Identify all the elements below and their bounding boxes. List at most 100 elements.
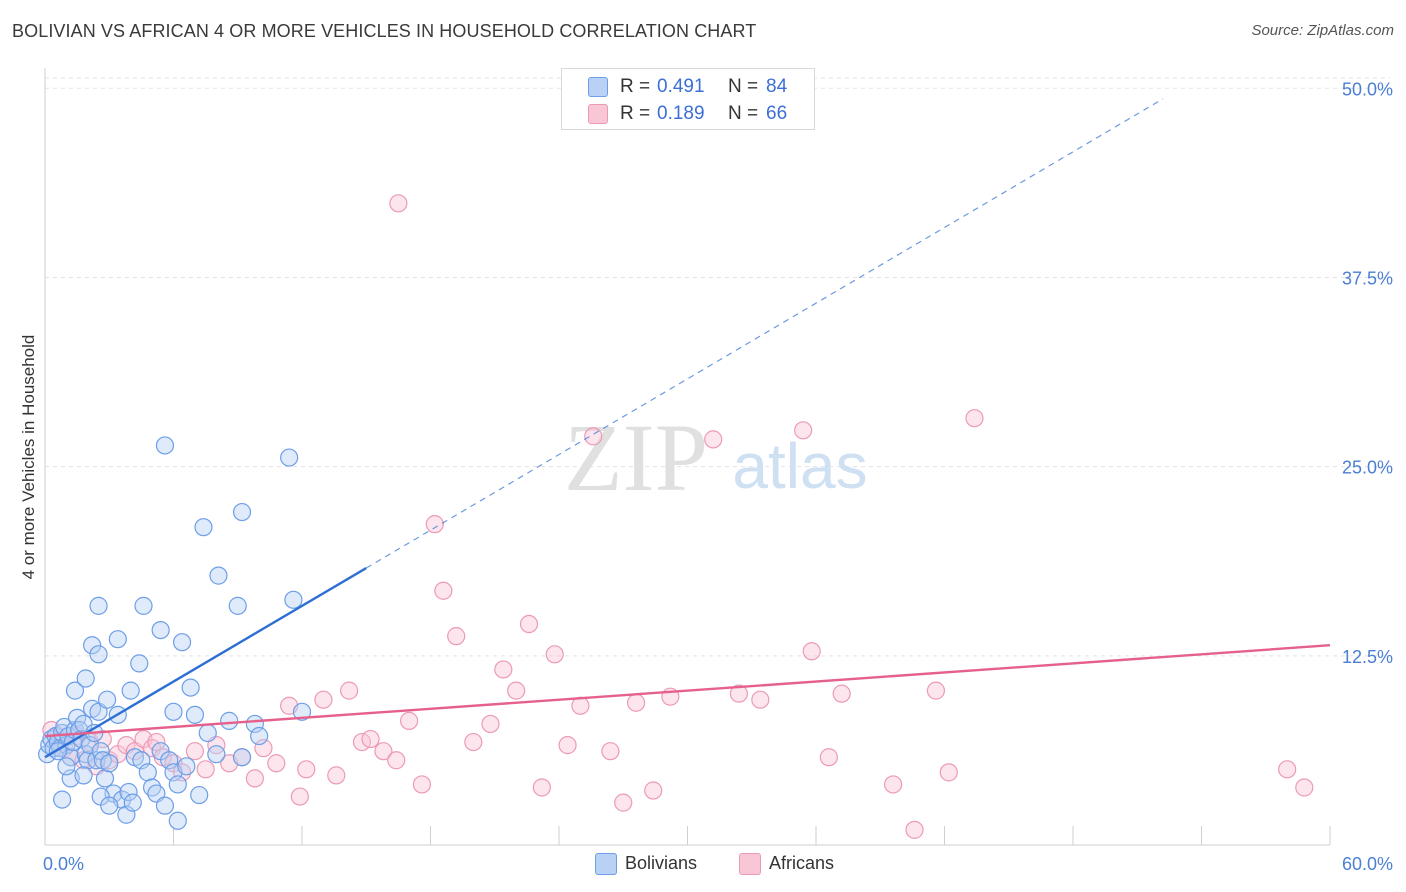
n-value: 66 xyxy=(766,103,788,124)
africans-point xyxy=(387,751,406,770)
bolivians-point xyxy=(123,793,142,812)
africans-point xyxy=(794,421,813,440)
bolivians-point xyxy=(190,785,209,805)
africans-point xyxy=(601,742,620,761)
bolivians-point xyxy=(292,702,312,721)
africans-point xyxy=(532,778,551,797)
bolivians-trend-extension xyxy=(365,98,1164,569)
bolivians-point xyxy=(232,502,252,522)
africans-point xyxy=(545,645,564,664)
bolivians-point xyxy=(245,714,264,734)
bolivians-point xyxy=(209,566,228,585)
bolivians-point xyxy=(100,796,119,815)
bolivians-point xyxy=(138,763,157,782)
africans-point xyxy=(434,581,453,600)
bolivians-point xyxy=(280,448,299,467)
bolivians-point xyxy=(89,596,108,615)
bolivians-point xyxy=(284,590,303,609)
africans-point xyxy=(883,775,903,794)
africans-point xyxy=(464,732,483,752)
africans-point xyxy=(832,684,851,703)
africans-point xyxy=(374,742,393,761)
watermark: ZIP atlas xyxy=(564,404,868,511)
bolivians-point xyxy=(119,782,138,802)
bolivians-point xyxy=(89,645,108,664)
africans-point xyxy=(185,742,205,761)
africans-point xyxy=(196,760,215,779)
watermark-atlas: atlas xyxy=(732,430,867,502)
africans-point xyxy=(819,748,838,767)
africans-point xyxy=(965,409,984,428)
africans-point xyxy=(412,775,432,794)
bolivians-point xyxy=(121,681,140,700)
legend-label-bolivians: Bolivians xyxy=(625,853,698,873)
bolivians-point xyxy=(57,757,76,776)
bolivians-swatch xyxy=(595,853,617,875)
bolivians-point xyxy=(220,711,239,730)
watermark-zip: ZIP xyxy=(564,404,708,511)
bolivians-point xyxy=(198,723,217,743)
africans-point xyxy=(245,769,264,788)
bolivians-point xyxy=(177,757,196,776)
africans-point xyxy=(939,763,958,782)
r-label: R = xyxy=(620,103,651,124)
bolivians-point xyxy=(76,669,95,688)
africans-point xyxy=(704,430,723,449)
africans-point xyxy=(389,194,408,213)
bolivians-trend-line xyxy=(44,567,367,759)
africans-point xyxy=(297,760,316,779)
africans-point xyxy=(905,820,924,839)
bolivians-point xyxy=(168,775,187,794)
chart-title: BOLIVIAN VS AFRICAN 4 OR MORE VEHICLES I… xyxy=(12,21,757,41)
bolivians-point xyxy=(80,736,100,755)
x-tick-label-max: 60.0% xyxy=(1342,854,1393,874)
africans-point xyxy=(254,739,273,758)
bolivians-point xyxy=(100,754,119,773)
bolivians-point xyxy=(108,630,127,649)
x-tick-label-min: 0.0% xyxy=(43,854,84,874)
africans-swatch xyxy=(588,104,608,124)
africans-point xyxy=(751,690,770,709)
africans-point xyxy=(340,681,359,700)
bolivians-point xyxy=(194,518,213,537)
africans-point xyxy=(361,729,380,749)
n-label: N = xyxy=(728,76,759,97)
r-value: 0.189 xyxy=(657,103,705,124)
bolivians-point xyxy=(168,811,187,830)
n-value: 84 xyxy=(766,76,788,97)
africans-point xyxy=(644,781,663,800)
africans-point xyxy=(267,754,286,773)
correlation-legend: R = 0.491 N = 84 R = 0.189 N = 66 xyxy=(561,68,815,130)
bolivians-point xyxy=(98,690,117,709)
bolivians-point xyxy=(207,745,226,764)
bolivians-point xyxy=(134,596,153,615)
legend-label-africans: Africans xyxy=(769,853,835,873)
bolivians-point xyxy=(83,636,102,655)
africans-point xyxy=(614,793,633,812)
bolivians-swatch xyxy=(588,77,608,97)
y-tick-label: 25.0% xyxy=(1342,458,1393,478)
africans-point xyxy=(425,515,444,534)
bolivians-point xyxy=(155,436,175,455)
bolivians-point xyxy=(151,620,170,640)
y-tick-label: 12.5% xyxy=(1342,647,1393,667)
bolivians-point xyxy=(228,596,247,615)
africans-swatch xyxy=(739,853,761,875)
bolivians-point xyxy=(185,705,205,724)
y-tick-label: 50.0% xyxy=(1342,79,1393,99)
africans-point xyxy=(926,681,946,700)
bolivians-point xyxy=(65,681,85,700)
grid-layer xyxy=(44,68,1390,846)
africans-point xyxy=(1295,778,1314,797)
africans-point xyxy=(290,787,309,806)
africans-point xyxy=(494,660,513,679)
africans-point xyxy=(314,690,333,709)
trend-lines xyxy=(44,98,1331,759)
bolivians-point xyxy=(95,769,115,788)
bolivians-point xyxy=(53,790,72,809)
bolivians-point xyxy=(181,678,200,697)
r-value: 0.491 xyxy=(657,76,705,97)
africans-point xyxy=(626,693,646,712)
r-label: R = xyxy=(620,76,651,97)
